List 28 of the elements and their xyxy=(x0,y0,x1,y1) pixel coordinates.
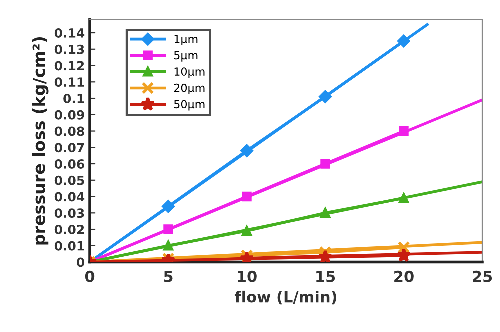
x-tick-label: 10 xyxy=(238,270,257,282)
y-tick-label: 0.05 xyxy=(54,176,84,186)
legend-label: 20μm xyxy=(174,84,205,94)
legend-label: 50μm xyxy=(174,100,205,111)
y-tick-label: 0.13 xyxy=(54,44,84,54)
y-tick-label: 0.14 xyxy=(54,28,85,38)
x-tick-label: 15 xyxy=(316,271,336,282)
legend-label: 1μm xyxy=(174,35,198,46)
y-tick-label: 0.04 xyxy=(54,192,85,202)
legend-label: 10μm xyxy=(174,68,205,78)
x-tick-label: 5 xyxy=(164,271,173,282)
y-tick-label: 0.02 xyxy=(54,225,84,234)
x-axis-title: flow (L/min) xyxy=(234,290,336,305)
x-tick-label: 0 xyxy=(85,270,95,282)
y-tick-label: 0.1 xyxy=(64,94,84,104)
y-axis-title: pressure loss (kg/cm²) xyxy=(32,37,49,245)
y-tick-label: 0.12 xyxy=(54,61,84,71)
x-tick-label: 20 xyxy=(394,270,414,282)
x-tick-label: 25 xyxy=(473,270,492,282)
y-tick-label: 0.09 xyxy=(54,110,84,120)
y-tick-label: 0.06 xyxy=(54,160,84,169)
y-tick-label: 0.11 xyxy=(54,78,84,88)
y-tick-label: 0 xyxy=(77,258,85,268)
y-tick-label: 0.03 xyxy=(54,208,84,218)
y-tick-label: 0.07 xyxy=(54,143,84,153)
legend-label: 5μm xyxy=(174,51,198,62)
y-tick-label: 0.08 xyxy=(54,126,84,136)
y-tick-label: 0.01 xyxy=(54,241,84,251)
